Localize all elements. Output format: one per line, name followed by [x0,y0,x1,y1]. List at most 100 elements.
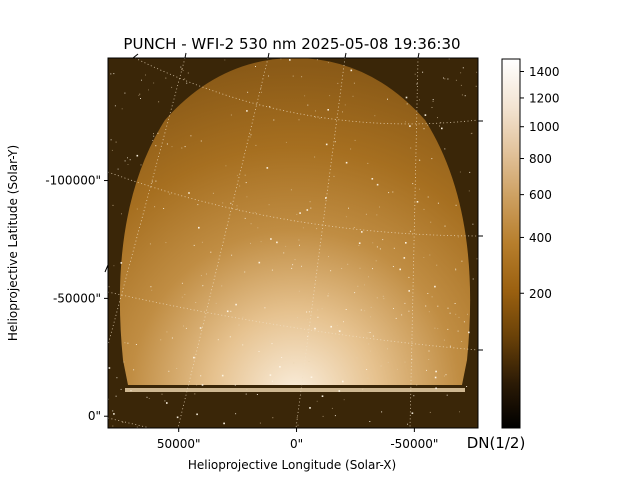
star-speck [437,202,439,204]
star-speck [180,66,182,68]
star-speck [280,58,282,60]
grid-longitude-line [409,58,419,428]
star-speck [307,319,309,321]
star-speck [409,125,411,127]
star-speck [202,285,204,286]
star-speck [166,402,168,404]
star-speck [340,358,342,360]
star-speck [392,266,394,267]
star-speck [342,380,344,383]
star-speck [327,109,329,111]
star-speck [163,208,165,209]
star-speck [436,264,438,266]
star-speck [245,182,247,184]
star-speck [330,270,332,272]
star-speck [434,327,436,329]
star-speck [221,285,223,287]
star-speck [166,331,168,333]
star-speck [231,254,233,256]
star-speck [260,241,262,243]
star-speck [376,183,379,186]
star-speck [190,135,192,137]
star-speck [235,303,237,306]
star-speck [354,139,356,141]
star-speck [455,79,457,81]
star-speck [434,376,437,379]
star-speck [337,82,339,84]
star-speck [357,285,359,287]
star-speck [463,321,465,323]
star-speck [301,265,302,267]
star-speck [184,146,186,148]
star-speck [419,99,420,101]
star-speck [328,293,329,295]
star-speck [304,95,306,97]
star-speck [344,370,346,372]
star-speck [325,197,327,199]
star-speck [271,380,273,382]
star-speck [289,59,291,61]
colorbar-label: DN(1/2) [467,434,526,452]
star-speck [476,258,478,260]
colorbar-tick-label: 1200 [529,91,560,105]
star-speck [193,244,195,246]
x-tick-label: -50000" [390,437,438,451]
star-speck [376,297,378,299]
star-speck [270,238,272,240]
star-speck [382,239,384,241]
star-speck [369,421,371,422]
star-speck [298,239,300,241]
star-speck [292,75,294,77]
star-speck [405,121,406,123]
star-speck [148,89,149,91]
star-speck [272,417,274,419]
star-speck [343,321,344,323]
star-speck [169,193,171,195]
star-speck [376,246,378,248]
star-speck [457,236,459,238]
star-speck [139,93,141,95]
star-speck [235,413,237,415]
star-speck [333,175,335,177]
star-speck [468,331,470,334]
star-speck [153,135,155,137]
star-speck [359,267,361,269]
star-speck [405,242,407,244]
star-speck [392,191,394,193]
star-speck [393,247,395,249]
star-speck [258,261,261,264]
star-speck [429,254,431,256]
star-speck [413,395,415,397]
star-speck [122,421,124,423]
star-speck [138,94,140,96]
star-speck [269,374,272,376]
star-speck [238,324,240,326]
star-speck [447,307,449,309]
star-speck [459,171,461,173]
star-speck [113,413,115,415]
star-speck [201,241,203,243]
star-speck [327,62,329,64]
star-speck [447,78,449,80]
star-speck [279,366,281,368]
star-speck [111,149,113,151]
left-extra-tick [104,264,109,273]
star-speck [342,111,343,113]
star-speck [182,70,184,71]
star-speck [431,296,433,298]
star-speck [441,127,443,130]
star-speck [221,374,224,377]
star-speck [290,189,292,191]
star-speck [261,91,262,93]
star-speck [353,82,355,84]
star-speck [448,58,450,60]
star-speck [285,245,287,247]
star-speck [193,356,195,359]
star-speck [317,316,319,318]
star-speck [431,107,433,108]
star-speck [419,188,420,190]
star-speck [375,260,377,262]
star-speck [393,308,394,309]
star-speck [273,119,275,121]
right-ticks [478,120,483,351]
